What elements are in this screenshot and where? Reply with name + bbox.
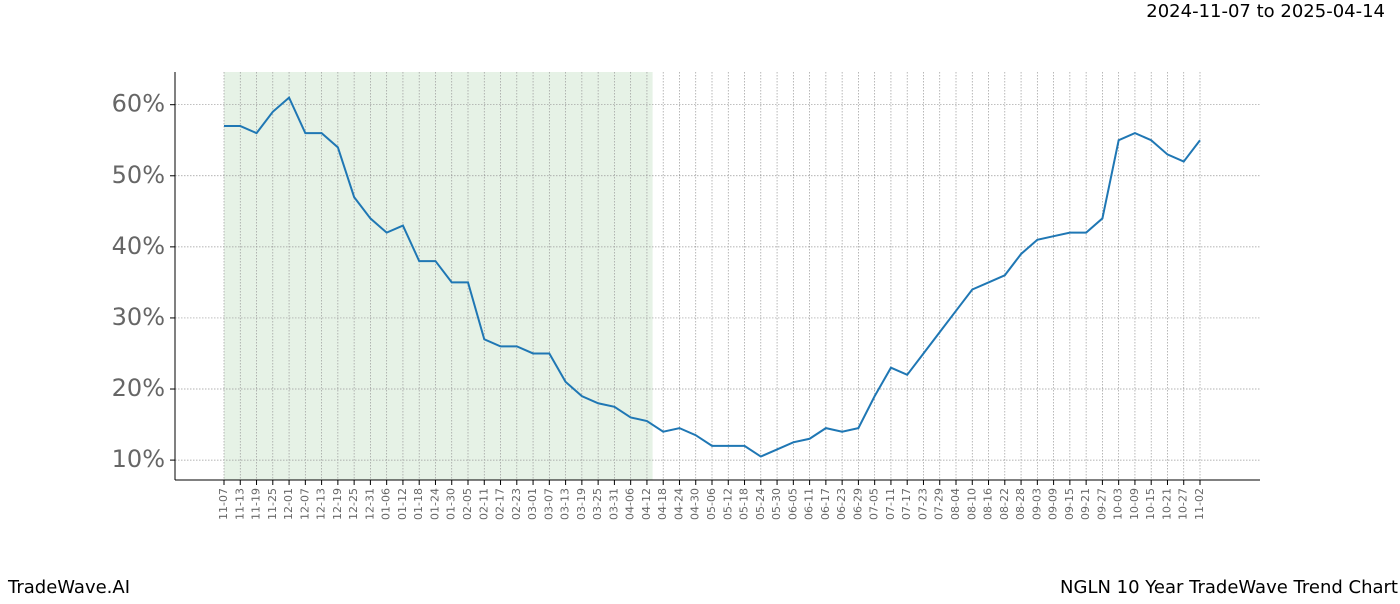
x-tick-label: 12-19	[331, 488, 344, 520]
x-tick-label: 08-10	[965, 488, 978, 520]
x-tick-label: 03-01	[526, 488, 539, 520]
x-tick-label: 11-07	[217, 488, 230, 520]
chart-subtitle: NGLN 10 Year TradeWave Trend Chart	[1060, 577, 1398, 598]
x-tick-label: 12-07	[298, 488, 311, 520]
x-tick-label: 03-19	[575, 488, 588, 520]
x-tick-label: 07-17	[900, 488, 913, 520]
x-tick-label: 09-03	[1030, 488, 1043, 520]
brand: TradeWave.AI	[7, 577, 130, 598]
x-tick-label: 04-24	[672, 488, 685, 520]
x-tick-label: 07-23	[916, 488, 929, 520]
trend-line	[224, 95, 1201, 458]
x-tick-label: 02-11	[477, 488, 490, 520]
x-tick-label: 07-05	[868, 488, 881, 520]
x-tick-label: 10-09	[1128, 488, 1141, 520]
y-tick-label: 40%	[112, 232, 165, 260]
x-tick-label: 10-03	[1112, 488, 1125, 520]
x-tick-label: 09-27	[1095, 488, 1108, 520]
x-tick-label: 06-29	[851, 488, 864, 520]
x-tick-label: 11-25	[266, 488, 279, 520]
x-tick-label: 01-12	[396, 488, 409, 520]
x-tick-label: 07-29	[933, 488, 946, 520]
x-tick-label: 09-21	[1079, 488, 1092, 520]
x-tick-label: 06-17	[819, 488, 832, 520]
y-tick-label: 10%	[112, 445, 165, 473]
x-tick-label: 12-31	[363, 488, 376, 520]
x-tick-label: 11-13	[233, 488, 246, 520]
x-tick-label: 05-06	[705, 488, 718, 520]
x-tick-label: 10-15	[1144, 488, 1157, 520]
x-tick-label: 07-11	[884, 488, 897, 520]
x-tick-label: 01-06	[380, 488, 393, 520]
y-tick-label: 20%	[112, 374, 165, 402]
x-tick-label: 03-25	[591, 488, 604, 520]
x-tick-label: 02-17	[494, 488, 507, 520]
x-tick-label: 06-23	[835, 488, 848, 520]
shaded-window	[224, 72, 653, 480]
x-tick-label: 05-30	[770, 488, 783, 520]
y-tick-label: 50%	[112, 161, 165, 189]
x-tick-label: 10-21	[1160, 488, 1173, 520]
x-tick-label: 05-12	[721, 488, 734, 520]
x-tick-label: 02-05	[461, 488, 474, 520]
x-tick-label: 03-13	[559, 488, 572, 520]
x-tick-label: 04-06	[624, 488, 637, 520]
x-tick-label: 01-24	[428, 488, 441, 520]
x-tick-label: 12-25	[347, 488, 360, 520]
x-tick-label: 09-09	[1047, 488, 1060, 520]
x-tick-label: 12-13	[315, 488, 328, 520]
x-tick-label: 11-02	[1193, 488, 1206, 520]
x-tick-label: 01-30	[445, 488, 458, 520]
y-tick-label: 60%	[112, 90, 165, 118]
x-tick-label: 03-31	[607, 488, 620, 520]
x-tick-label: 06-05	[786, 488, 799, 520]
x-tick-label: 04-18	[656, 488, 669, 520]
x-tick-label: 10-27	[1177, 488, 1190, 520]
y-tick-label: 30%	[112, 303, 165, 331]
x-tick-label: 08-04	[949, 488, 962, 520]
x-tick-label: 09-15	[1063, 488, 1076, 520]
x-tick-label: 01-18	[412, 488, 425, 520]
x-tick-label: 08-16	[982, 488, 995, 520]
x-tick-label: 05-24	[754, 488, 767, 520]
x-tick-label: 08-22	[998, 488, 1011, 520]
x-tick-label: 04-30	[689, 488, 702, 520]
x-tick-label: 06-11	[803, 488, 816, 520]
x-tick-label: 08-28	[1014, 488, 1027, 520]
x-tick-label: 03-07	[542, 488, 555, 520]
x-tick-label: 04-12	[640, 488, 653, 520]
x-tick-label: 05-18	[738, 488, 751, 520]
x-tick-label: 12-01	[282, 488, 295, 520]
x-tick-label: 11-19	[250, 488, 263, 520]
chart-title: 2024-11-07 to 2025-04-14	[1146, 1, 1385, 22]
x-tick-label: 02-23	[510, 488, 523, 520]
